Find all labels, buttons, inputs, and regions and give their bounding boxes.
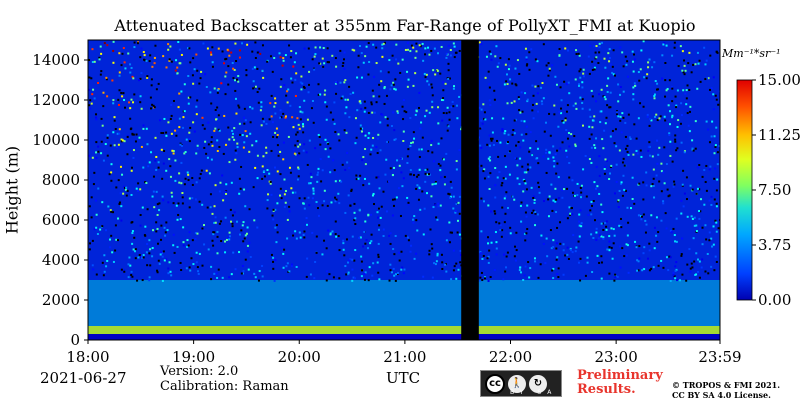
colorbar-tick-label: 15.00 (758, 71, 800, 89)
colorbar-tick-label: 0.00 (758, 291, 791, 309)
version-label: Version: 2.0 (160, 364, 239, 379)
layer-band-surface-layer (88, 334, 720, 340)
colorbar (736, 79, 753, 301)
plot-frame (87, 39, 721, 341)
y-tick-label: 0 (70, 331, 80, 349)
y-tick-label: 2000 (42, 291, 80, 309)
y-tick-label: 8000 (42, 171, 80, 189)
layer-band-boundary-layer (88, 326, 720, 334)
preliminary-line2: Results. (577, 382, 636, 397)
copyright-line2: CC BY SA 4.0 License. (672, 390, 771, 400)
x-tick-label: 22:00 (489, 348, 532, 366)
colorbar-unit-label: Mm⁻¹*sr⁻¹ (722, 47, 781, 60)
cc-icon: cc (485, 373, 505, 394)
preliminary-line1: Preliminary (577, 368, 663, 383)
x-tick-label: 18:00 (66, 348, 109, 366)
x-tick-label: 19:00 (172, 348, 215, 366)
no-data-gap (461, 40, 479, 340)
layer-band-free-troposphere (88, 40, 720, 280)
x-tick-label: 21:00 (383, 348, 426, 366)
cc-badge-labels: BY SA (510, 389, 558, 396)
sa-icon: ↻ (529, 374, 547, 393)
calibration-label: Calibration: Raman (160, 379, 289, 394)
y-tick-label: 10000 (32, 131, 80, 149)
x-axis: 18:00 19:00 20:00 21:00 22:00 23:00 23:59 (66, 340, 742, 366)
x-tick-label: 23:59 (698, 348, 741, 366)
preliminary-notice: Preliminary Results. (577, 369, 663, 397)
y-tick-label: 12000 (32, 91, 80, 109)
layer-band-lower-troposphere (88, 280, 720, 326)
cc-license-badge[interactable]: cc 🚶 ↻ (480, 370, 562, 397)
y-tick-label: 14000 (32, 51, 80, 69)
chart-title: Attenuated Backscatter at 355nm Far-Rang… (114, 16, 696, 35)
y-tick-label: 4000 (42, 251, 80, 269)
x-tick-label: 20:00 (278, 348, 321, 366)
copyright-line1: © TROPOS & FMI 2021. (672, 380, 781, 390)
colorbar-tick-label: 11.25 (758, 126, 800, 144)
y-tick-label: 6000 (42, 211, 80, 229)
copyright-notice: © TROPOS & FMI 2021. CC BY SA 4.0 Licens… (672, 380, 780, 400)
x-tick-label: 23:00 (595, 348, 638, 366)
y-axis: 0 2000 4000 6000 8000 10000 12000 14000 (32, 51, 88, 349)
colorbar-tick-label: 3.75 (758, 236, 791, 254)
colorbar-axis: 0.00 3.75 7.50 11.25 15.00 (752, 71, 800, 309)
date-label: 2021-06-27 (40, 369, 127, 387)
by-icon: 🚶 (508, 374, 526, 393)
backscatter-speckle (88, 40, 720, 282)
utc-label: UTC (386, 369, 421, 387)
colorbar-tick-label: 7.50 (758, 181, 791, 199)
